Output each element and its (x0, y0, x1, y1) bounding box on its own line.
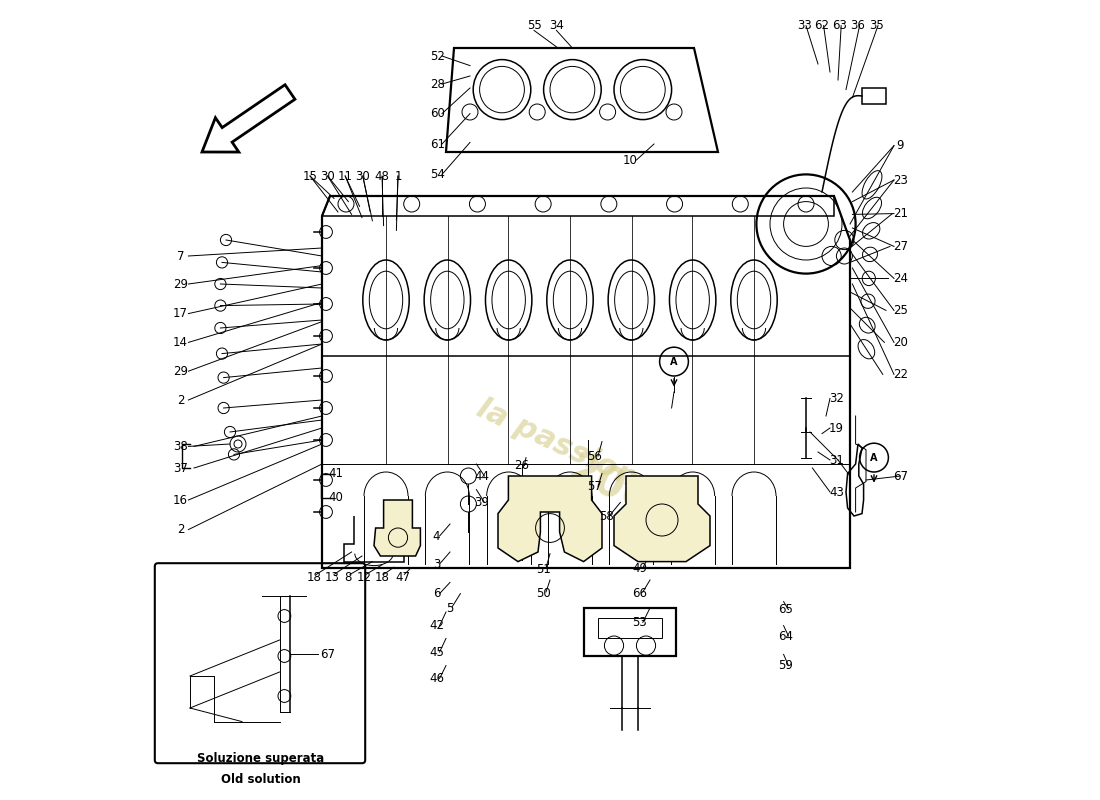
Text: 13: 13 (324, 571, 340, 584)
Text: 38: 38 (173, 440, 188, 453)
Text: 9: 9 (896, 139, 904, 152)
Text: 22: 22 (893, 368, 907, 381)
Text: 24: 24 (893, 272, 907, 285)
Text: 41: 41 (328, 467, 343, 480)
Text: 30: 30 (355, 170, 371, 182)
Text: 3: 3 (432, 558, 440, 570)
Text: 67: 67 (320, 648, 336, 661)
Text: 49: 49 (632, 562, 647, 574)
Text: 1: 1 (394, 170, 402, 182)
Text: 65: 65 (779, 603, 793, 616)
Text: 2: 2 (177, 523, 184, 536)
Text: 21: 21 (893, 207, 907, 220)
Text: 42: 42 (429, 619, 444, 632)
Text: Soluzione superata: Soluzione superata (197, 752, 324, 765)
Text: 18: 18 (307, 571, 321, 584)
Text: 6: 6 (432, 587, 440, 600)
Polygon shape (498, 476, 602, 562)
Text: 36: 36 (850, 19, 866, 32)
Text: 56: 56 (587, 450, 602, 462)
Text: 39: 39 (474, 496, 490, 509)
Text: 26: 26 (515, 459, 529, 472)
Text: 4: 4 (432, 530, 440, 542)
Text: Old solution: Old solution (220, 773, 300, 786)
Text: 17: 17 (173, 307, 188, 320)
Text: 45: 45 (429, 646, 443, 658)
Text: 67: 67 (893, 470, 907, 482)
Text: 62: 62 (814, 19, 829, 32)
Text: 61: 61 (430, 138, 446, 150)
Text: 15: 15 (302, 170, 318, 182)
Text: 47: 47 (395, 571, 410, 584)
Text: la passione: la passione (472, 394, 660, 502)
Text: 29: 29 (173, 278, 188, 290)
Text: 32: 32 (829, 392, 844, 405)
Text: 63: 63 (833, 19, 847, 32)
Text: 40: 40 (328, 491, 343, 504)
Text: 43: 43 (829, 486, 844, 498)
Text: 23: 23 (893, 174, 907, 186)
Text: 2005: 2005 (561, 449, 683, 535)
Text: 28: 28 (430, 78, 446, 90)
Text: 29: 29 (173, 365, 188, 378)
Text: 10: 10 (623, 154, 637, 166)
Text: 20: 20 (893, 336, 907, 349)
Text: 51: 51 (536, 563, 551, 576)
Text: 16: 16 (173, 494, 188, 506)
Text: 33: 33 (798, 19, 812, 32)
Text: 66: 66 (632, 587, 647, 600)
Text: 46: 46 (429, 672, 444, 685)
Bar (598, 618, 662, 638)
Text: 34: 34 (549, 19, 564, 32)
Text: A: A (870, 453, 878, 462)
Text: 27: 27 (893, 240, 907, 253)
Text: 57: 57 (587, 480, 602, 493)
Bar (584, 608, 676, 656)
Polygon shape (374, 500, 420, 556)
Text: 8: 8 (344, 571, 352, 584)
Text: 37: 37 (173, 462, 188, 474)
Text: 53: 53 (632, 616, 647, 629)
Text: 12: 12 (356, 571, 372, 584)
Text: 35: 35 (869, 19, 883, 32)
Text: 11: 11 (338, 170, 353, 182)
Text: A: A (670, 357, 678, 366)
Polygon shape (614, 476, 710, 562)
Text: 58: 58 (598, 510, 614, 522)
Text: 14: 14 (173, 336, 188, 349)
Text: 30: 30 (320, 170, 336, 182)
Text: 18: 18 (375, 571, 389, 584)
Text: 54: 54 (430, 168, 446, 181)
Text: 25: 25 (893, 304, 907, 317)
FancyArrow shape (202, 85, 295, 152)
Text: 55: 55 (527, 19, 541, 32)
Text: 64: 64 (779, 630, 793, 642)
Bar (862, 88, 886, 104)
Text: 44: 44 (474, 470, 490, 482)
Text: 5: 5 (447, 602, 453, 614)
Text: 2: 2 (177, 394, 184, 406)
Text: 60: 60 (430, 107, 446, 120)
Text: 31: 31 (829, 454, 844, 466)
Text: 7: 7 (177, 250, 184, 262)
Text: 52: 52 (430, 50, 446, 62)
Text: 48: 48 (375, 170, 389, 182)
Text: 19: 19 (829, 422, 844, 434)
Text: 59: 59 (779, 659, 793, 672)
Text: 50: 50 (536, 587, 551, 600)
